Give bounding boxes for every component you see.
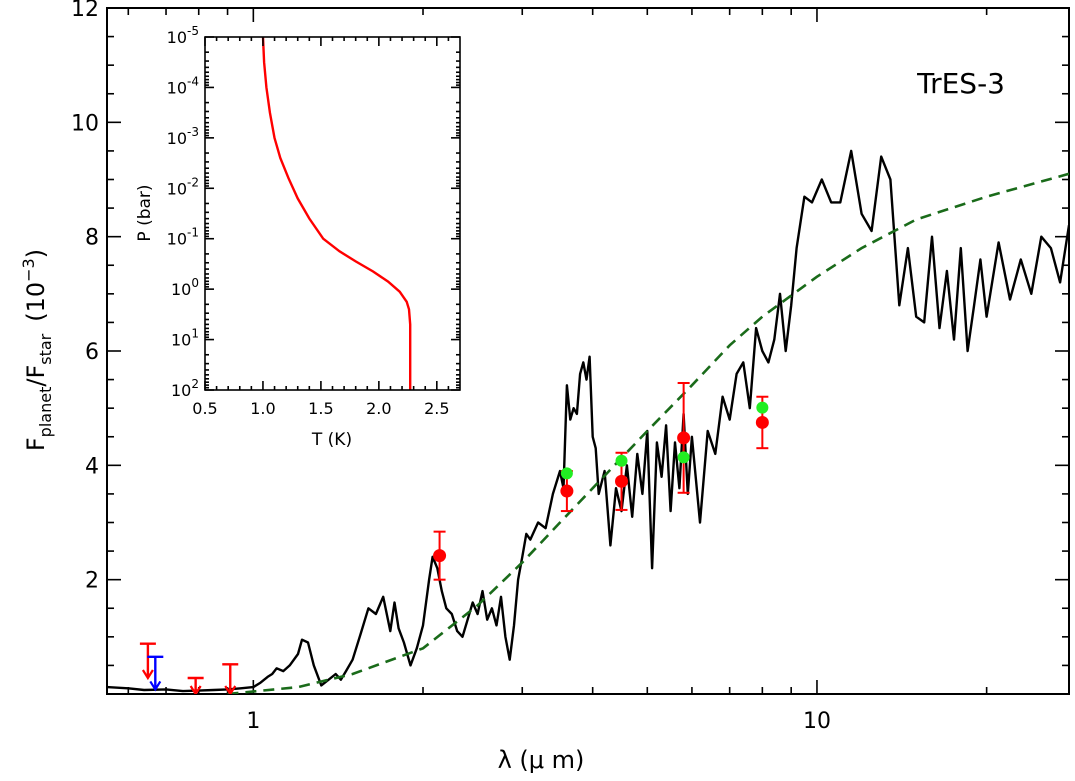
y-label-sub2: star xyxy=(36,333,55,364)
inset-x-tick-label: 0.5 xyxy=(192,399,217,418)
upper-limit-red-arrow xyxy=(141,669,154,681)
y-tick-label: 10 xyxy=(71,111,99,136)
inset-y-tick-label: 10-4 xyxy=(167,74,199,97)
inset-y-tick-label: 100 xyxy=(171,276,199,299)
y-label-unit: (10 xyxy=(22,282,50,322)
model-band-point xyxy=(677,451,690,464)
inset-x-axis-label: T (K) xyxy=(311,430,352,450)
upper-limit-red-arrow xyxy=(189,685,202,694)
inset-y-tick-label: 10-5 xyxy=(167,24,199,47)
y-tick-label: 2 xyxy=(85,569,99,594)
inset-y-tick-label: 10-2 xyxy=(167,175,199,198)
y-tick-label: 6 xyxy=(85,340,99,365)
blackbody-dashed-line xyxy=(227,172,1069,694)
upper-limit-blue-arrow xyxy=(149,680,162,692)
y-label-slash: /F xyxy=(22,365,50,387)
model-band-point xyxy=(756,401,769,414)
main-axis-ticks: 2 4 6 8 10 12 1 10 xyxy=(71,0,1069,734)
x-tick-label: 10 xyxy=(803,709,831,734)
observation-point xyxy=(433,549,447,563)
inset-y-tick-label: 10-3 xyxy=(167,125,199,148)
inset-axis-ticks: 0.5 1.0 1.5 2.0 2.5 10-5 10-4 10-3 10-2 10-1 100 10… xyxy=(167,24,460,418)
y-tick-label: 4 xyxy=(85,454,99,479)
y-tick-label: 8 xyxy=(85,226,99,251)
y-label-close: ) xyxy=(22,249,50,258)
y-label-exp: −3 xyxy=(19,258,38,282)
model-band-point xyxy=(615,454,628,467)
inset-y-tick-label: 102 xyxy=(171,377,199,400)
inset-x-tick-label: 1.5 xyxy=(308,399,333,418)
y-tick-label: 12 xyxy=(71,0,99,22)
model-band-point xyxy=(560,467,573,480)
observation-point xyxy=(560,484,574,498)
inset-series xyxy=(261,36,412,390)
observation-point xyxy=(755,415,769,429)
y-label-main: F xyxy=(22,437,50,451)
observation-point xyxy=(677,431,691,445)
upper-limit-red-arrow xyxy=(224,685,237,694)
planet-annotation: TrES-3 xyxy=(916,67,1005,100)
x-tick-label: 1 xyxy=(246,709,260,734)
inset-x-tick-label: 2.5 xyxy=(424,399,449,418)
inset-y-tick-label: 10-1 xyxy=(167,226,199,249)
main-series xyxy=(107,149,1069,694)
inset-y-tick-label: 101 xyxy=(171,327,199,350)
x-axis-label: λ (μ m) xyxy=(498,746,585,774)
y-label-sub1: planet xyxy=(36,387,55,438)
inset-x-tick-label: 2.0 xyxy=(366,399,391,418)
inset-x-tick-label: 1.0 xyxy=(250,399,275,418)
observation-point xyxy=(615,474,629,488)
pt-profile-line xyxy=(261,36,412,390)
y-axis-label: Fplanet/Fstar (10−3) xyxy=(19,249,55,451)
inset-y-axis-label: P (bar) xyxy=(135,184,155,241)
